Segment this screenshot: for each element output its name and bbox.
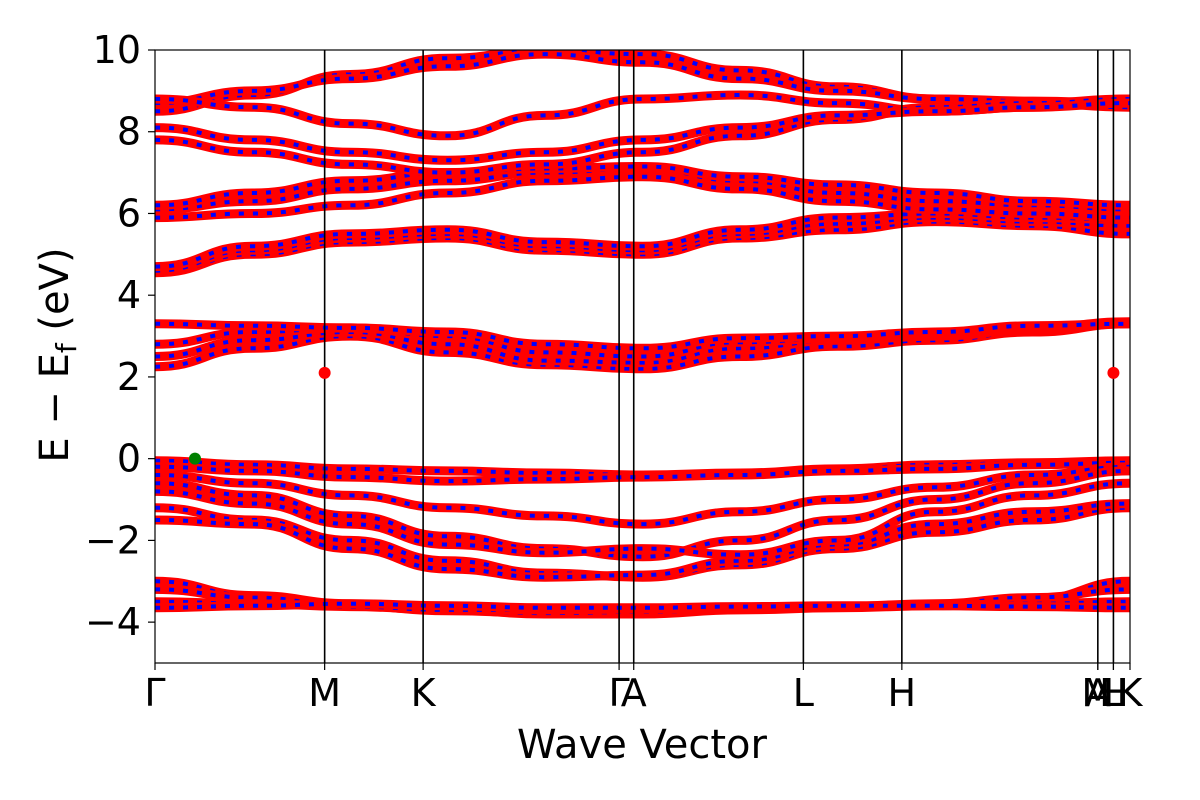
band-conduction-high-4-blue [155,101,1130,163]
y-axis-title-sub: f [50,342,83,353]
cbm-marker-1 [1107,366,1120,379]
band-valence-upper-4-blue [155,505,1130,580]
x-tick-label-7: A [1085,671,1111,715]
band-conduction-high-3-blue [155,97,1130,175]
y-axis-ticks: −4 −2 0 2 4 6 8 10 [85,28,155,644]
band-valence-upper-2-blue [155,464,1130,527]
band-group-conduction-low [155,317,1130,374]
y-tick-label-5: 6 [117,191,141,235]
y-tick-label-0: −4 [85,600,141,644]
y-tick-label-7: 10 [93,28,141,72]
band-conduction-mid-4-blue [155,164,1130,208]
y-tick-label-2: 0 [117,437,141,481]
band-conduction-low-3-blue [155,321,1130,351]
band-conduction-high-0-blue [155,50,1130,114]
y-tick-label-6: 8 [117,110,141,154]
high-symmetry-lines [323,50,1115,663]
y-axis-title-unit: (eV) [32,247,78,343]
x-tick-label-2: K [411,671,437,715]
vbm-marker [188,452,201,465]
bands-layer [155,50,1130,619]
band-conduction-low-2-blue [155,319,1130,359]
band-group-valence-upper [155,456,1130,582]
y-axis-title-main: E − E [32,353,78,463]
band-conduction-low-0-blue [155,321,1130,371]
band-valence-upper-3-blue [155,468,1130,559]
x-tick-label-5: L [793,671,814,715]
x-tick-label-0: Γ [144,671,165,715]
band-group-valence-deep [155,576,1130,619]
band-valence-deep-3-blue [155,601,1130,610]
band-conduction-low-1-blue [155,321,1130,365]
y-tick-label-3: 2 [117,355,141,399]
x-tick-label-9: M [1081,671,1114,715]
x-tick-label-11: K [1118,671,1144,715]
band-group-conduction-mid [155,161,1130,278]
y-tick-label-1: −2 [85,518,141,562]
band-valence-upper-6-blue [155,481,1130,557]
y-tick-label-4: 4 [117,273,141,317]
band-conduction-high-1-blue [155,52,1130,106]
extrema-markers [188,366,1120,465]
x-tick-label-3: Γ [609,671,630,715]
band-valence-upper-5-blue [155,501,1130,580]
band-conduction-mid-5-blue [155,174,1130,220]
cbm-marker-0 [318,366,331,379]
x-tick-label-10: H [1099,671,1128,715]
band-group-conduction-high [155,50,1130,178]
x-tick-label-4: A [621,671,647,715]
x-axis-title: Wave Vector [517,722,768,768]
y-axis-title: E − Ef (eV) [32,247,83,462]
x-tick-label-1: M [308,671,341,715]
plot-frame [154,49,1131,664]
svg-text:E − Ef (eV): E − Ef (eV) [32,247,83,462]
band-valence-upper-0-blue [155,458,1130,478]
x-tick-label-8: L [1103,671,1124,715]
x-tick-label-6: H [888,671,917,715]
band-valence-upper-1-blue [155,460,1130,484]
